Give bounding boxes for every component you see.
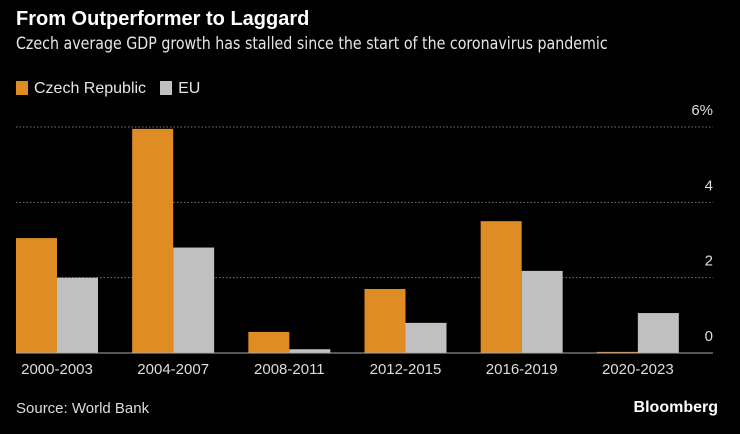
x-tick-label: 2008-2011 [254,361,325,378]
bar-czech [132,128,174,353]
bar-eu [637,313,679,353]
bar-czech [248,331,290,353]
bar-eu [521,270,563,353]
legend: Czech Republic EU [16,80,200,98]
bar-eu [173,247,215,353]
y-tick-label: 2 [705,253,713,270]
chart-subtitle: Czech average GDP growth has stalled sin… [16,34,608,54]
bar-czech [596,351,638,353]
x-tick-label: 2016-2019 [486,361,558,378]
x-tick-label: 2000-2003 [21,361,93,378]
bar-czech [480,221,522,353]
y-tick-label: 6% [691,102,713,119]
bar-eu [289,349,331,353]
bar-czech [364,288,406,353]
legend-label: EU [178,80,201,97]
bloomberg-logo: Bloomberg [633,399,718,416]
bar-eu [405,322,447,353]
legend-swatch [16,81,28,95]
chart-title: From Outperformer to Laggard [16,8,310,30]
legend-item-eu: EU [160,80,200,98]
legend-swatch [160,81,173,95]
legend-label: Czech Republic [34,80,147,97]
legend-item-czech: Czech Republic [16,80,146,98]
y-tick-label: 0 [705,328,713,345]
bar-eu [57,277,98,353]
x-tick-label: 2012-2015 [370,361,442,378]
source-note: Source: World Bank [16,400,150,417]
bar-czech [16,238,57,353]
y-tick-label: 4 [705,177,713,194]
x-tick-label: 2004-2007 [137,361,209,378]
x-tick-label: 2020-2023 [602,361,674,378]
